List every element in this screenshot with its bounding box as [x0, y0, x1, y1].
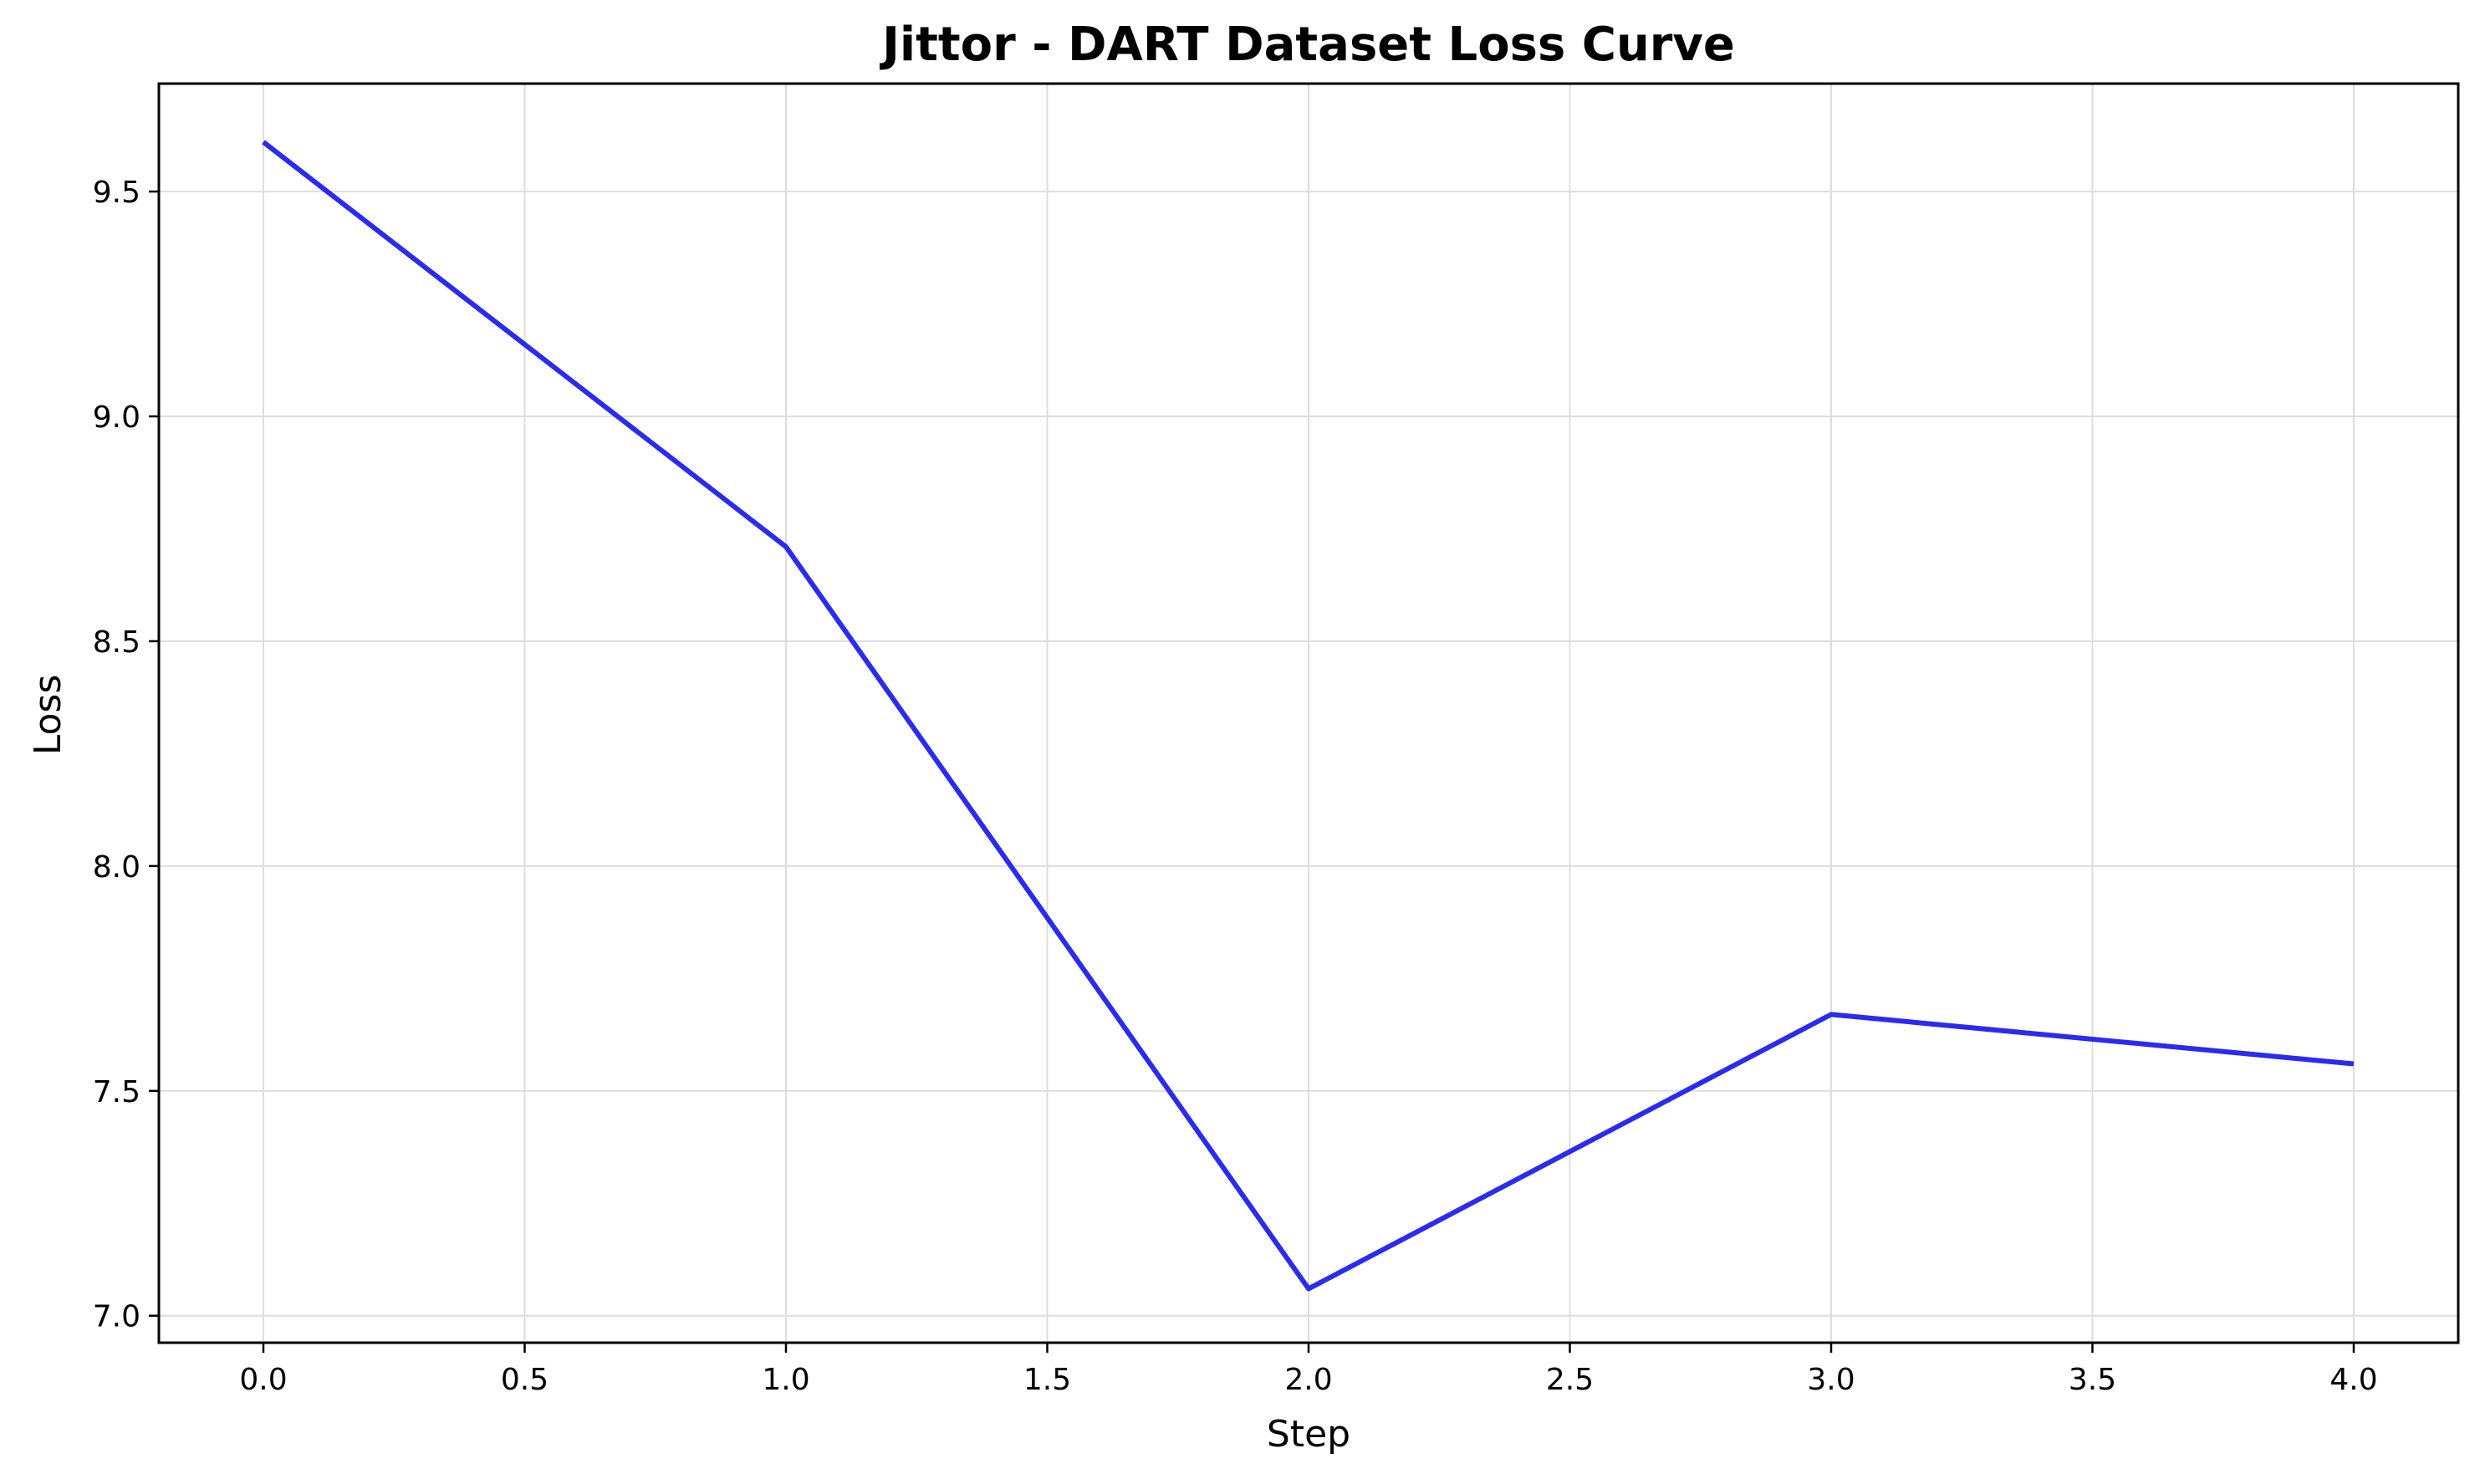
- x-tick-label: 1.0: [762, 1363, 809, 1397]
- x-tick-label: 0.5: [501, 1363, 549, 1397]
- grid-layer: [159, 84, 2458, 1343]
- x-tick-label: 4.0: [2329, 1363, 2377, 1397]
- y-tick-label: 8.5: [93, 625, 140, 660]
- y-axis-ticks: 7.0 7.5 8.0 8.5 9.0 9.5: [93, 176, 159, 1334]
- x-tick-label: 3.5: [2069, 1363, 2116, 1397]
- y-tick-label: 7.5: [93, 1075, 140, 1109]
- x-tick-label: 0.0: [239, 1363, 287, 1397]
- y-tick-label: 7.0: [93, 1300, 140, 1334]
- x-tick-label: 2.5: [1546, 1363, 1594, 1397]
- y-tick-label: 8.0: [93, 850, 140, 885]
- y-tick-label: 9.5: [93, 176, 140, 210]
- x-axis-label: Step: [1267, 1413, 1350, 1456]
- x-tick-label: 2.0: [1284, 1363, 1332, 1397]
- y-tick-label: 9.0: [93, 400, 140, 435]
- x-axis-ticks: 0.0 0.5 1.0 1.5 2.0 2.5 3.0 3.5 4.0: [239, 1343, 2377, 1397]
- chart-title: Jittor - DART Dataset Loss Curve: [879, 18, 1735, 72]
- x-tick-label: 3.0: [1807, 1363, 1855, 1397]
- x-tick-label: 1.5: [1023, 1363, 1071, 1397]
- y-axis-label: Loss: [27, 675, 69, 756]
